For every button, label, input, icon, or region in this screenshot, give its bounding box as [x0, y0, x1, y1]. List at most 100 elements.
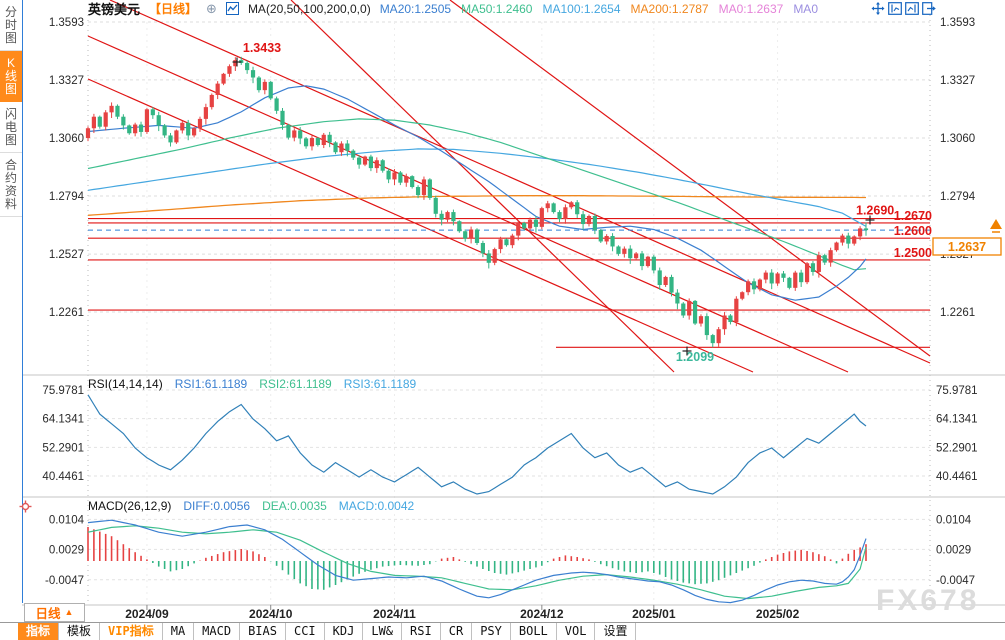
- svg-text:1.2670: 1.2670: [894, 209, 932, 223]
- period-selector-label: 日线: [35, 607, 61, 621]
- svg-text:1.3593: 1.3593: [49, 17, 84, 29]
- svg-text:1.2099: 1.2099: [676, 350, 714, 364]
- rsi-values-0: RSI1:61.1189: [174, 377, 248, 391]
- svg-text:2024/12: 2024/12: [520, 607, 564, 621]
- svg-text:64.1341: 64.1341: [936, 414, 978, 426]
- pane-left-axis-icon[interactable]: [888, 2, 902, 15]
- chart-header: 英镑美元 【日线】 ⊕ MA(20,50,100,200,0,0) MA20:1…: [88, 0, 818, 18]
- horizontal-levels: [88, 218, 930, 348]
- ma-settings-label: MA(20,50,100,200,0,0): [247, 1, 371, 16]
- svg-text:0.0029: 0.0029: [936, 544, 971, 556]
- svg-text:52.2901: 52.2901: [42, 442, 84, 454]
- svg-text:0.0029: 0.0029: [49, 544, 84, 556]
- toolbar-item-1[interactable]: 模板: [59, 623, 101, 640]
- svg-text:1.2500: 1.2500: [894, 246, 932, 260]
- macd-header: MACD(26,12,9) DIFF:0.0056 DEA:0.0035 MACD:…: [88, 499, 414, 513]
- toolbar-item-3[interactable]: MA: [163, 623, 195, 640]
- svg-text:1.2527: 1.2527: [49, 249, 84, 261]
- svg-text:2024/11: 2024/11: [373, 607, 416, 621]
- macd-title[interactable]: MACD(26,12,9): [88, 499, 172, 513]
- svg-text:2024/10: 2024/10: [249, 607, 293, 621]
- date-axis: 2024/09 2024/10 2024/11 2024/12 2025/01 2025/…: [125, 605, 800, 621]
- ma-value-5: MA0: [793, 1, 818, 16]
- svg-text:1.2261: 1.2261: [940, 307, 975, 319]
- macd-diff-line: [87, 519, 867, 604]
- rsi-title[interactable]: RSI(14,14,14): [88, 377, 163, 391]
- toolbar-item-5[interactable]: BIAS: [240, 623, 286, 640]
- macd-values-1: DEA:0.0035: [262, 499, 327, 513]
- ma-lines: [87, 85, 867, 301]
- svg-text:0.0104: 0.0104: [936, 514, 972, 526]
- tab-contract-info[interactable]: 合约资料: [0, 153, 22, 217]
- rsi-values-2: RSI3:61.1189: [343, 377, 417, 391]
- pane-right-axis-icon[interactable]: [905, 2, 919, 15]
- indicator-toolbar: 指标 模板 VIP指标 MA MACD BIAS CCI KDJ LW& RSI CR PSY BOLL…: [0, 622, 1005, 640]
- toolbar-item-11[interactable]: PSY: [472, 623, 511, 640]
- svg-text:2025/02: 2025/02: [756, 607, 800, 621]
- macd-histogram: [87, 527, 867, 590]
- current-price-tag: 1.2637: [932, 219, 1002, 256]
- trend-lines: [87, 0, 931, 373]
- svg-text:52.2901: 52.2901: [936, 442, 978, 454]
- svg-text:1.2794: 1.2794: [49, 191, 85, 203]
- watermark: FX678: [876, 584, 980, 617]
- candlestick-series: [85, 56, 869, 348]
- toolbar-item-8[interactable]: LW&: [363, 623, 403, 640]
- svg-text:1.3327: 1.3327: [49, 75, 84, 87]
- svg-text:1.3433: 1.3433: [243, 41, 281, 55]
- svg-text:1.2690: 1.2690: [856, 204, 894, 218]
- mini-chart-icon: [225, 2, 239, 15]
- add-indicator-icon[interactable]: ⊕: [206, 0, 217, 16]
- toolbar-item-6[interactable]: CCI: [286, 623, 325, 640]
- ma-values: MA20:1.2505 MA50:1.2460 MA100:1.2654 MA200:…: [380, 2, 818, 16]
- svg-text:1.2261: 1.2261: [49, 307, 84, 319]
- macd-values-2: MACD:0.0042: [338, 499, 415, 513]
- tab-lightning-chart[interactable]: 闪电图: [0, 102, 22, 153]
- rsi-values: RSI1:61.1189 RSI2:61.1189 RSI3:61.1189: [175, 377, 417, 391]
- pop-out-icon[interactable]: [922, 2, 936, 15]
- toolbar-item-7[interactable]: KDJ: [325, 623, 364, 640]
- period-selector[interactable]: 日线 ▲: [24, 603, 85, 622]
- chevron-up-icon: ▲: [64, 607, 74, 617]
- toolbar-item-10[interactable]: CR: [441, 623, 473, 640]
- svg-text:1.2637: 1.2637: [948, 240, 986, 254]
- toolbar-item-4[interactable]: MACD: [194, 623, 241, 640]
- ma-value-4: MA0:1.2637: [718, 1, 784, 16]
- toolbar-item-14[interactable]: 设置: [595, 623, 637, 640]
- symbol-title: 英镑美元: [88, 2, 141, 17]
- rsi-values-1: RSI2:61.1189: [259, 377, 332, 391]
- move-icon[interactable]: [871, 2, 885, 15]
- svg-text:1.3593: 1.3593: [940, 17, 975, 29]
- period-tag[interactable]: 【日线】: [149, 2, 198, 16]
- macd-dea-line: [87, 525, 867, 600]
- svg-text:75.9781: 75.9781: [936, 385, 978, 397]
- macd-settings-icon[interactable]: [19, 500, 32, 513]
- macd-values: DIFF:0.0056 DEA:0.0035 MACD:0.0042: [183, 499, 414, 513]
- svg-text:64.1341: 64.1341: [42, 414, 84, 426]
- svg-text:1.3060: 1.3060: [940, 133, 975, 145]
- ma-value-2: MA100:1.2654: [542, 1, 621, 16]
- svg-text:1.2600: 1.2600: [894, 224, 932, 238]
- macd-values-0: DIFF:0.0056: [183, 499, 251, 513]
- rsi-line: [87, 394, 867, 495]
- toolbar-item-12[interactable]: BOLL: [511, 623, 557, 640]
- svg-text:0.0104: 0.0104: [49, 514, 85, 526]
- toolbar-item-9[interactable]: RSI: [402, 623, 441, 640]
- toolbar-item-13[interactable]: VOL: [557, 623, 596, 640]
- toolbar-item-0[interactable]: 指标: [18, 623, 60, 640]
- tab-time-chart[interactable]: 分时图: [0, 0, 22, 51]
- svg-text:2024/09: 2024/09: [125, 607, 169, 621]
- ma-value-0: MA20:1.2505: [379, 1, 452, 16]
- chart-toolbar-icons: [871, 2, 936, 15]
- toolbar-item-2[interactable]: VIP指标: [100, 623, 163, 640]
- svg-text:40.4461: 40.4461: [936, 471, 978, 483]
- svg-text:2025/01: 2025/01: [632, 607, 676, 621]
- svg-text:-0.0047: -0.0047: [936, 575, 975, 587]
- svg-text:1.3327: 1.3327: [940, 75, 975, 87]
- svg-text:1.2794: 1.2794: [940, 191, 976, 203]
